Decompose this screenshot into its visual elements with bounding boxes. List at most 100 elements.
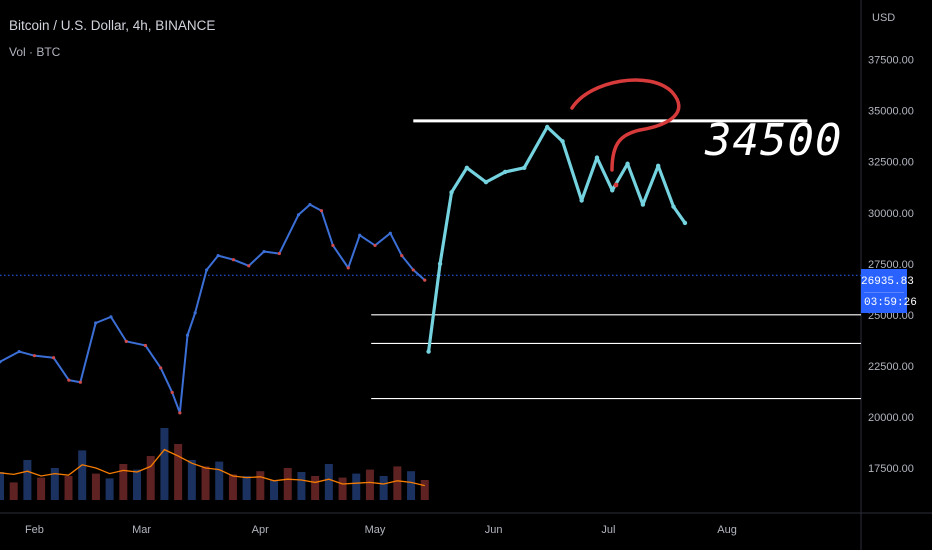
- projection-point: [640, 202, 646, 207]
- volume-bar: [407, 471, 416, 500]
- price-point: [143, 343, 148, 348]
- time-tick-label: Feb: [25, 524, 44, 536]
- bar-countdown: 03:59:26: [864, 292, 917, 310]
- price-point: [296, 213, 301, 217]
- volume-bar: [365, 469, 374, 500]
- price-point: [0, 360, 2, 364]
- projection-point: [483, 179, 489, 185]
- volume-bar: [256, 471, 265, 500]
- projection-point: [594, 155, 600, 160]
- volume-legend: Vol · BTC: [9, 45, 61, 59]
- volume-bar: [283, 468, 292, 500]
- volume-bar: [133, 469, 142, 500]
- price-point: [51, 356, 56, 360]
- volume-bar: [311, 476, 320, 500]
- price-point: [170, 390, 174, 395]
- price-point: [67, 378, 71, 382]
- price-point: [216, 254, 220, 258]
- price-point: [159, 366, 163, 370]
- price-point: [411, 268, 415, 272]
- price-point: [193, 311, 197, 315]
- projection-point: [502, 169, 508, 175]
- time-tick-label: Jun: [485, 524, 503, 536]
- volume-bar: [50, 468, 59, 500]
- price-series: [0, 124, 688, 415]
- volume-bar: [0, 472, 4, 500]
- volume-bar: [146, 456, 155, 500]
- projection-point: [655, 163, 661, 168]
- price-point: [17, 349, 21, 354]
- projection-point: [545, 124, 550, 130]
- price-point: [178, 411, 182, 415]
- projection-point: [579, 198, 584, 203]
- price-point: [78, 380, 82, 384]
- projection-point: [449, 190, 454, 195]
- price-point: [308, 202, 312, 207]
- volume-bar: [105, 478, 114, 500]
- time-tick-label: May: [365, 524, 386, 536]
- volume-bar: [201, 466, 210, 500]
- price-point: [205, 268, 209, 272]
- price-tick-label: 37500.00: [868, 55, 914, 67]
- volume-bar: [64, 476, 73, 500]
- price-point: [277, 251, 281, 256]
- volume-bar: [420, 480, 429, 500]
- volume-bar: [23, 460, 32, 500]
- volume-bar: [242, 476, 251, 500]
- time-axis-ticks: Feb Mar Apr May Jun Jul Aug: [25, 524, 737, 536]
- time-tick-label: Jul: [601, 524, 615, 536]
- volume-bar: [160, 428, 169, 500]
- projection-point: [625, 161, 630, 166]
- volume-bar: [119, 464, 128, 500]
- price-point: [358, 233, 362, 237]
- price-point: [423, 278, 427, 282]
- projection-point: [426, 349, 431, 354]
- price-point: [262, 249, 266, 254]
- price-axis-ticks: 17500.0020000.0022500.0025000.0027500.00…: [868, 55, 914, 475]
- current-price-value: 26935.83: [861, 276, 914, 288]
- volume-bar: [187, 460, 196, 500]
- volume-bar: [91, 473, 100, 500]
- chart-title: Bitcoin / U.S. Dollar, 4h, BINANCE: [9, 18, 216, 33]
- volume-bar: [37, 477, 46, 500]
- volume-bar: [270, 480, 279, 500]
- horizontal-levels: [0, 119, 861, 400]
- currency-unit: USD: [872, 12, 896, 24]
- time-tick-label: Mar: [132, 524, 151, 536]
- volume-bar: [338, 477, 347, 500]
- price-point: [124, 339, 128, 343]
- price-tick-label: 20000.00: [868, 412, 914, 424]
- projection-point: [610, 188, 615, 193]
- price-point: [231, 258, 236, 262]
- volume-bar: [352, 473, 361, 500]
- price-tick-label: 30000.00: [868, 208, 914, 220]
- price-history-line: [0, 203, 426, 414]
- volume-pane: [0, 428, 429, 500]
- projection-point: [522, 165, 527, 171]
- price-point: [346, 266, 350, 270]
- price-point: [331, 243, 335, 248]
- price-point: [32, 354, 37, 358]
- price-point: [388, 231, 392, 235]
- price-point: [185, 333, 190, 337]
- price-point: [319, 209, 324, 213]
- price-point: [400, 254, 404, 258]
- price-point: [109, 315, 113, 319]
- projection-point: [464, 165, 470, 171]
- question-mark-dot-icon: [613, 182, 619, 188]
- volume-bar: [215, 461, 224, 500]
- time-tick-label: Aug: [717, 524, 737, 536]
- price-tick-label: 22500.00: [868, 361, 914, 373]
- projection-point: [437, 261, 443, 266]
- price-point: [247, 264, 251, 268]
- volume-bar: [174, 444, 183, 500]
- projection-point: [671, 204, 676, 209]
- projection-point: [560, 139, 565, 144]
- volume-bar: [393, 466, 402, 500]
- volume-bar: [78, 450, 87, 500]
- volume-bar: [379, 476, 388, 500]
- question-mark-icon: [570, 78, 681, 172]
- current-price-tag: 26935.83 03:59:26: [861, 269, 917, 313]
- price-point: [94, 321, 98, 325]
